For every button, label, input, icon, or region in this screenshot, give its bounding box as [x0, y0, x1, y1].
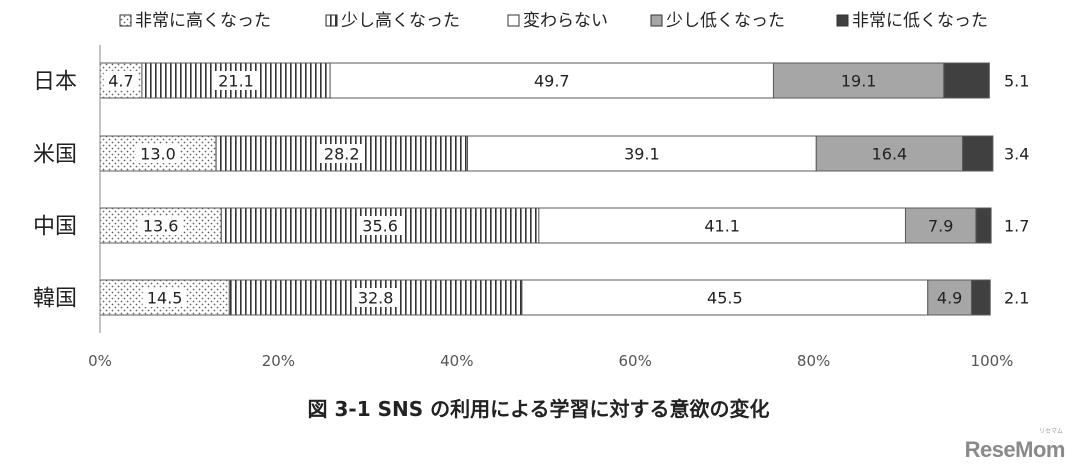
data-label-bg [135, 144, 180, 163]
x-axis: 0% 20% 40% 60% 80% 100% [88, 45, 1013, 370]
brand-logo: ReseMom [964, 437, 1066, 462]
legend-label: 変わらない [523, 11, 608, 31]
bars: 日本 4.7 21.1 49.7 19.1 5.1 米国 13.0 28.2 39.1 16.4 3.… [33, 62, 1029, 316]
legend-label: 少し高くなった [341, 11, 460, 31]
data-label: 32.8 [358, 289, 394, 308]
bar-segment [467, 135, 817, 172]
legend-item: 少し高くなった [325, 11, 460, 31]
legend-label: 非常に低くなった [852, 11, 988, 31]
data-label: 41.1 [704, 217, 740, 236]
bar-segment [904, 207, 977, 244]
bar-segment [927, 279, 972, 316]
bar-segment [962, 135, 994, 172]
bar-segment [521, 279, 929, 316]
bar-segment [99, 135, 217, 172]
data-label: 49.7 [534, 72, 570, 91]
bar-segment [772, 62, 945, 99]
legend-swatch [650, 14, 663, 27]
legend-item: 非常に低くなった [836, 11, 988, 31]
category-label: 中国 [33, 215, 77, 240]
data-label: 14.5 [147, 289, 183, 308]
data-label: 7.9 [928, 217, 953, 236]
legend-item: 少し低くなった [650, 11, 785, 31]
bar-segment [329, 62, 774, 99]
data-label: 19.1 [841, 72, 877, 91]
bar-segment [538, 207, 906, 244]
data-label-bg [358, 216, 403, 235]
data-label: 45.5 [707, 289, 743, 308]
data-label-bg [214, 71, 259, 90]
x-tick-label: 80% [797, 352, 830, 370]
legend: 非常に高くなった 少し高くなった 変わらない 少し低くなった 非常に低くなった [119, 11, 988, 31]
bar-segment [141, 62, 331, 99]
legend-item: 変わらない [507, 11, 608, 31]
data-label-bg [138, 216, 183, 235]
data-label: 4.7 [108, 72, 133, 91]
x-tick-label: 100% [971, 352, 1014, 370]
data-label: 5.1 [1004, 72, 1029, 91]
legend-swatch [507, 14, 520, 27]
bar-segment [970, 279, 991, 316]
data-label-bg [319, 144, 364, 163]
data-label: 39.1 [624, 145, 660, 164]
legend-item: 非常に高くなった [119, 11, 271, 31]
data-label: 1.7 [1004, 217, 1029, 236]
bar-segment [975, 207, 992, 244]
legend-label: 少し低くなった [666, 11, 785, 31]
data-label: 35.6 [362, 217, 398, 236]
x-tick-label: 40% [440, 352, 473, 370]
data-label-bg [142, 288, 187, 307]
legend-swatch [119, 14, 132, 27]
legend-label: 非常に高くなった [135, 11, 271, 31]
data-label: 3.4 [1004, 145, 1029, 164]
category-label: 韓国 [33, 287, 77, 312]
legend-swatch [325, 14, 338, 27]
data-label: 16.4 [872, 145, 908, 164]
data-label: 4.9 [937, 289, 962, 308]
x-tick-label: 20% [262, 352, 295, 370]
data-label: 28.2 [324, 145, 360, 164]
data-label: 21.1 [218, 72, 254, 91]
legend-swatch [836, 14, 849, 27]
data-label-bg [103, 71, 139, 90]
data-label-bg [353, 288, 398, 307]
bar-segment [943, 62, 990, 99]
category-label: 日本 [33, 70, 77, 95]
figure-caption: 図 3-1 SNS の利用による学習に対する意欲の変化 [307, 397, 770, 421]
bar-segment [815, 135, 964, 172]
brand-kana: リセマム [1038, 428, 1063, 435]
data-label: 13.6 [143, 217, 179, 236]
data-label: 13.0 [140, 145, 176, 164]
category-label: 米国 [33, 143, 77, 168]
x-tick-label: 0% [88, 352, 112, 370]
x-tick-label: 60% [619, 352, 652, 370]
data-label: 2.1 [1004, 289, 1029, 308]
stacked-bar-chart: 非常に高くなった 少し高くなった 変わらない 少し低くなった 非常に低くなった 日本 4.… [33, 11, 1029, 370]
bar-segment [220, 207, 540, 244]
